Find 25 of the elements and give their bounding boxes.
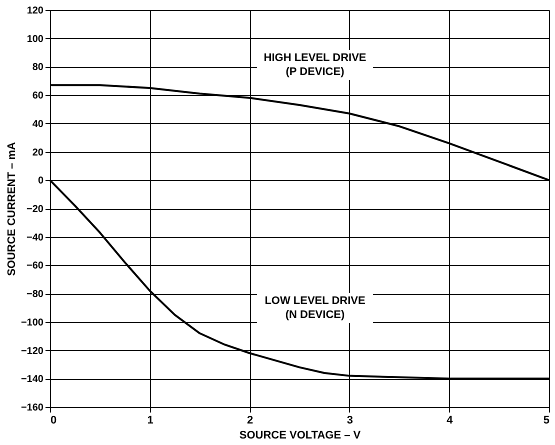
y-tick-label: −120 <box>20 346 44 357</box>
x-axis-title: SOURCE VOLTAGE – V <box>239 430 362 442</box>
y-tick-label: −100 <box>20 317 44 328</box>
y-tick-label: 60 <box>32 90 44 102</box>
x-tick-label: 5 <box>543 414 550 426</box>
y-tick-label: 80 <box>32 62 44 74</box>
y-tick-label: −160 <box>20 402 44 414</box>
y-tick-label: 120 <box>26 6 44 16</box>
y-tick-label: 0 <box>38 176 44 187</box>
y-tick-label: −80 <box>26 289 44 300</box>
y-axis-title: SOURCE CURRENT – mA <box>6 142 18 276</box>
x-tick-label: 3 <box>346 414 353 426</box>
annotation: HIGH LEVEL DRIVE (P DEVICE) <box>264 52 366 78</box>
x-tick-label: 0 <box>50 414 57 426</box>
x-tick-label: 4 <box>446 414 454 426</box>
y-tick-label: −60 <box>26 260 44 272</box>
y-tick-label: −20 <box>26 204 44 215</box>
annotation: LOW LEVEL DRIVE (N DEVICE) <box>264 295 366 321</box>
y-tick-label: 20 <box>32 147 44 158</box>
y-tick-label: 40 <box>32 118 44 130</box>
y-tick-label: −40 <box>26 232 44 244</box>
x-tick-label: 2 <box>247 414 254 426</box>
y-tick-label: 100 <box>26 34 44 45</box>
y-tick-label: −140 <box>20 374 44 386</box>
x-tick-label: 1 <box>147 414 154 426</box>
